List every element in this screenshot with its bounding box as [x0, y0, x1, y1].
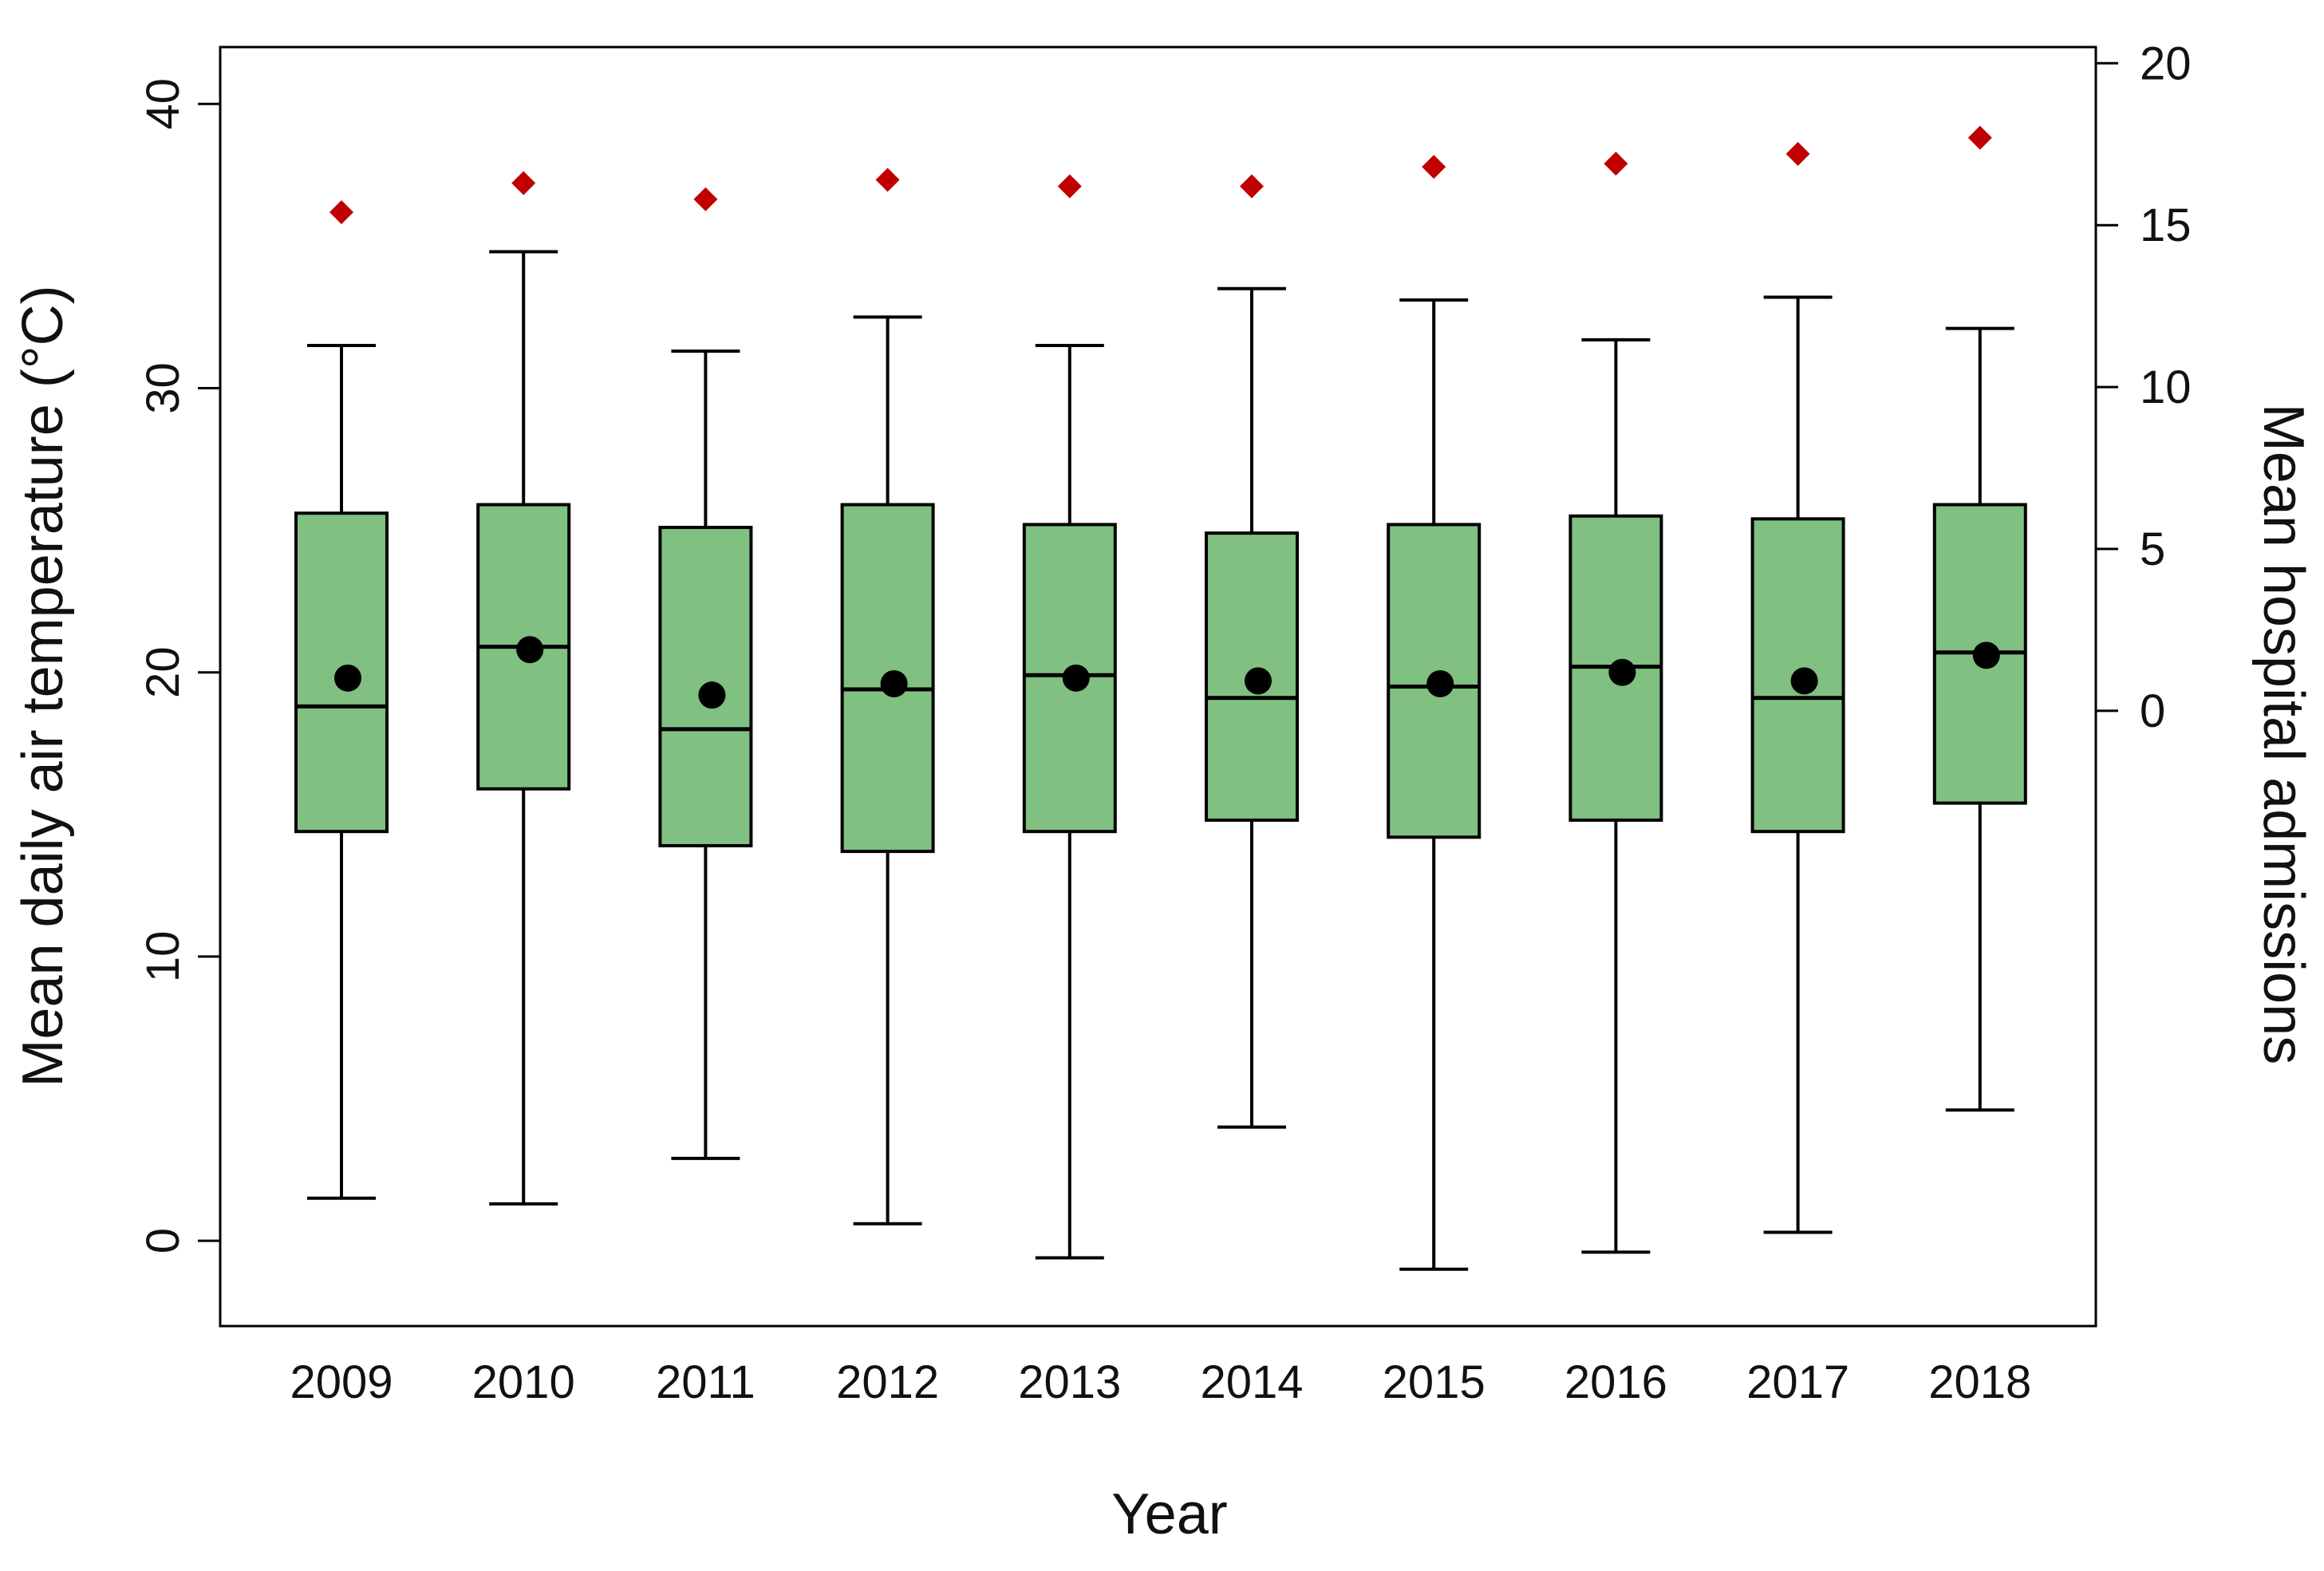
left-axis-tick-label: 30: [137, 362, 189, 414]
mean-point: [334, 664, 361, 692]
box-2018: [1932, 326, 2027, 1112]
x-axis-tick-label: 2017: [1746, 1356, 1849, 1408]
mean-point: [698, 681, 726, 709]
admissions-point-2013: [1057, 174, 1082, 199]
box-2015: [1387, 298, 1482, 1271]
mean-point: [1608, 658, 1636, 686]
mean-point: [1426, 669, 1454, 697]
x-axis-tick-label: 2016: [1564, 1356, 1667, 1408]
mean-point: [516, 636, 544, 664]
box-2012: [840, 315, 935, 1226]
right-axis-tick-label: 0: [2140, 685, 2165, 737]
mean-point: [1972, 641, 2000, 669]
plot-frame: [219, 45, 2097, 1328]
x-axis-tick-label: 2011: [656, 1356, 756, 1408]
admissions-point-2017: [1785, 141, 1810, 166]
x-axis-tick-label: 2015: [1383, 1356, 1486, 1408]
x-axis-tick-label: 2010: [472, 1356, 575, 1408]
x-axis-tick-label: 2014: [1200, 1356, 1303, 1408]
box-2010: [476, 250, 571, 1206]
admissions-point-2018: [1967, 125, 1992, 150]
boxes-layer: [294, 250, 2027, 1271]
right-y-axis-title: Mean hospital admissions: [2251, 404, 2315, 1064]
left-y-axis-title: Mean daily air temperature (°C): [11, 285, 75, 1087]
admissions-point-2015: [1422, 155, 1446, 180]
mean-point: [1062, 664, 1090, 692]
left-y-axis: 0 10 20 30 40: [137, 78, 220, 1253]
admissions-point-2014: [1240, 174, 1264, 199]
x-axis-tick-label: 2012: [836, 1356, 939, 1408]
mean-point: [1245, 667, 1272, 695]
right-axis-tick-label: 5: [2140, 523, 2165, 575]
admissions-points-layer: [329, 125, 1992, 224]
box-2011: [658, 349, 753, 1160]
x-axis-tick-label: 2013: [1018, 1356, 1121, 1408]
x-axis-tick-label: 2018: [1928, 1356, 2031, 1408]
left-axis-tick-label: 10: [137, 931, 189, 983]
mean-point: [880, 669, 908, 697]
left-axis-tick-label: 0: [137, 1228, 189, 1253]
right-axis-tick-label: 20: [2140, 37, 2192, 89]
admissions-point-2010: [511, 171, 536, 195]
x-axis-tick-label: 2009: [290, 1356, 393, 1408]
admissions-point-2016: [1604, 152, 1628, 176]
left-axis-tick-label: 40: [137, 78, 189, 130]
admissions-point-2012: [875, 168, 900, 192]
box-2016: [1568, 337, 1663, 1254]
left-axis-tick-label: 20: [137, 646, 189, 698]
x-axis: 2009 2010 2011 2012 2013 2014 2015 2016 2017 2018: [290, 1356, 2031, 1408]
admissions-point-2011: [693, 187, 718, 211]
box-2009: [294, 344, 389, 1200]
x-axis-title: Year: [1111, 1482, 1227, 1546]
admissions-point-2009: [329, 199, 353, 224]
right-axis-tick-label: 15: [2140, 199, 2192, 251]
mean-point: [1790, 667, 1818, 695]
right-axis-tick-label: 10: [2140, 361, 2192, 413]
box-2013: [1022, 344, 1117, 1260]
box-2017: [1750, 295, 1845, 1234]
box-2014: [1205, 286, 1299, 1129]
right-y-axis: 0 5 10 15 20: [2096, 37, 2192, 737]
